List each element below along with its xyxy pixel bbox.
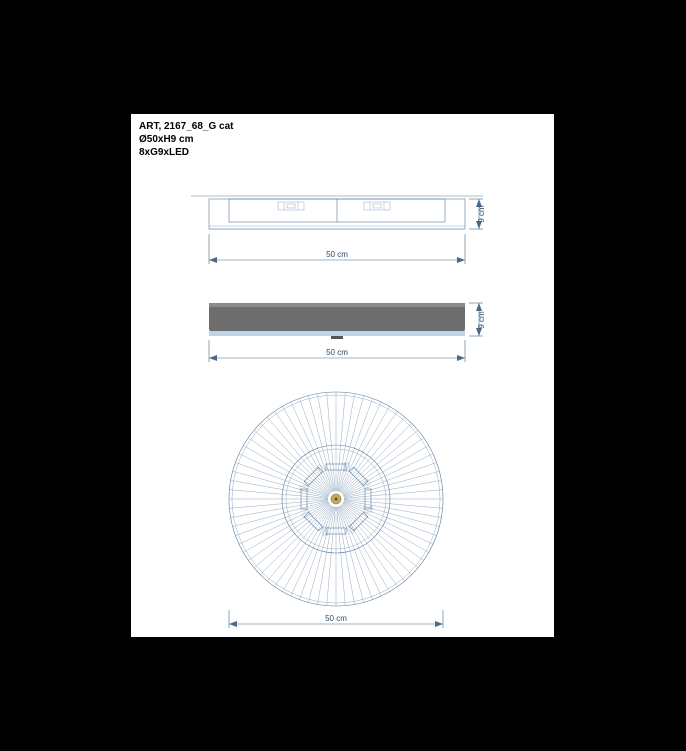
svg-text:9 cm: 9 cm: [477, 311, 486, 329]
elevation-view: 50 cm 9 cm: [209, 303, 486, 362]
elev-dim-height: 9 cm: [469, 303, 486, 336]
svg-text:50 cm: 50 cm: [325, 614, 347, 623]
dim-width-label: 50 cm: [326, 250, 348, 259]
elev-dim-width: 50 cm: [209, 340, 465, 362]
svg-text:50 cm: 50 cm: [326, 348, 348, 357]
plan-view: 50 cm: [229, 392, 443, 628]
section-dim-height: 9 cm: [469, 199, 486, 229]
section-dim-width: 50 cm: [209, 234, 465, 264]
bracket-right: [364, 202, 390, 210]
drawing-svg: 50 cm 9 cm: [131, 114, 554, 637]
dim-height-label: 9 cm: [477, 205, 486, 223]
section-view: 50 cm 9 cm: [191, 196, 486, 264]
drawing-sheet: ART, 2167_68_G cat Ø50xH9 cm 8xG9xLED: [131, 114, 554, 637]
bracket-left: [278, 202, 304, 210]
plan-dim-width: 50 cm: [229, 610, 443, 628]
